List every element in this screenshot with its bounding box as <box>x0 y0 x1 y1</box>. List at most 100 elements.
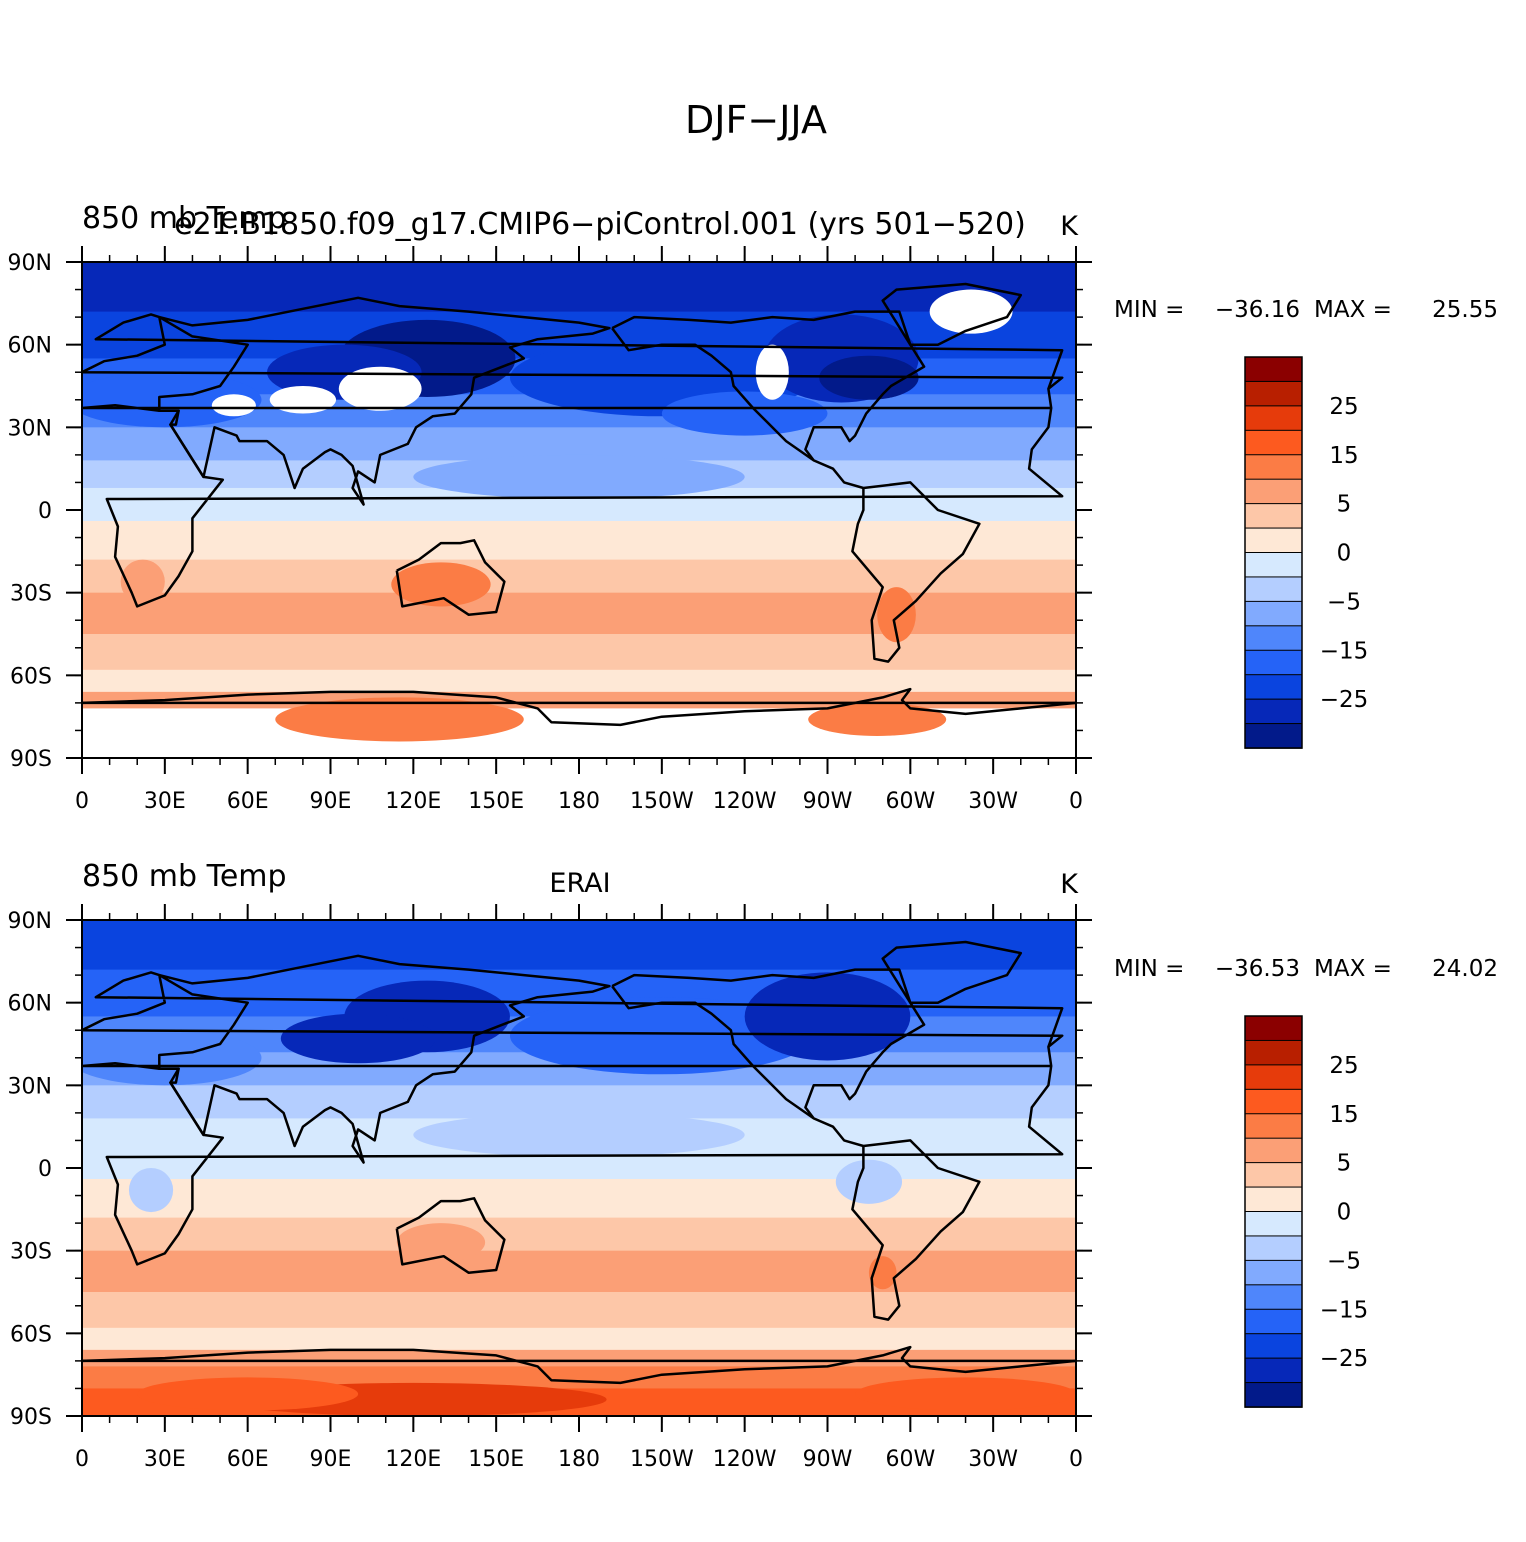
x-tick-label: 60E <box>227 789 269 814</box>
colorbar-bin <box>1244 1308 1303 1335</box>
colorbar-bin <box>1244 356 1303 383</box>
min-label: MIN = <box>1114 956 1184 982</box>
temperature-field <box>82 920 1076 1416</box>
anomaly-region <box>137 1377 359 1411</box>
panel-units-label: K <box>1060 211 1079 242</box>
anomaly-region <box>808 702 947 736</box>
coastline <box>395 539 506 616</box>
colorbar-frame <box>1244 1015 1303 1408</box>
colorbar-bin <box>1244 1382 1303 1408</box>
zonal-band <box>82 521 1076 561</box>
x-tick-label: 0 <box>1069 1447 1083 1472</box>
colorbar-label: 5 <box>1337 492 1352 518</box>
colorbar-bin <box>1244 478 1303 505</box>
y-tick-label: 0 <box>38 1157 52 1182</box>
coastline <box>82 687 1076 727</box>
panel-center-label: ERAI <box>549 868 610 899</box>
colorbar-bin <box>1244 1064 1303 1091</box>
colorbar-bin <box>1244 405 1303 432</box>
anomaly-region <box>744 972 911 1061</box>
x-tick-label: 30E <box>144 1447 186 1472</box>
colorbar-label: −25 <box>1320 687 1369 713</box>
y-tick-label: 60S <box>10 1322 52 1347</box>
panel-left-label: 850 mb Temp <box>82 201 287 236</box>
coastline <box>158 954 611 1164</box>
anomaly-region <box>391 562 491 607</box>
coastline <box>395 1197 506 1274</box>
x-tick-label: 0 <box>75 789 89 814</box>
x-tick-label: 90E <box>310 1447 352 1472</box>
zonal-band <box>82 262 1076 313</box>
colorbar-label: 25 <box>1329 394 1358 420</box>
y-tick-label: 60S <box>10 664 52 689</box>
colorbar-bin <box>1244 503 1303 529</box>
min-value: −36.53 <box>1215 956 1300 982</box>
x-tick-label: 150W <box>630 1447 694 1472</box>
anomaly-region <box>413 1112 745 1157</box>
anomaly-region <box>929 289 1013 334</box>
x-tick-label: 0 <box>1069 789 1083 814</box>
min-label: MIN = <box>1114 297 1184 323</box>
x-tick-label: 120W <box>713 789 777 814</box>
colorbar-bin <box>1244 1113 1303 1139</box>
y-tick-label: 0 <box>38 499 52 524</box>
anomaly-region <box>835 1159 903 1204</box>
colorbar-bin <box>1244 1284 1303 1311</box>
zonal-band <box>82 691 1076 709</box>
anomaly-region <box>269 386 337 414</box>
colorbar-bin <box>1244 1333 1303 1359</box>
zonal-band <box>82 1179 1076 1219</box>
y-tick-label: 30S <box>10 582 52 607</box>
zonal-band <box>82 920 1076 971</box>
colorbar-bin <box>1244 429 1303 456</box>
colorbar-bin <box>1244 380 1303 407</box>
colorbar-bin <box>1244 1259 1303 1286</box>
colorbar-bin <box>1244 454 1303 480</box>
y-tick-label: 60N <box>8 992 52 1017</box>
min-value: −36.16 <box>1215 297 1300 323</box>
colorbar-bin <box>1244 1186 1303 1213</box>
x-tick-label: 120W <box>713 1447 777 1472</box>
panel-left-label: 850 mb Temp <box>82 859 287 894</box>
x-tick-label: 150E <box>468 789 524 814</box>
colorbar-bin <box>1244 1162 1303 1188</box>
colorbar-label: 0 <box>1337 541 1352 567</box>
x-tick-label: 150E <box>468 1447 524 1472</box>
x-tick-label: 60W <box>885 1447 935 1472</box>
colorbar-label: −15 <box>1320 1297 1369 1323</box>
x-tick-label: 30E <box>144 789 186 814</box>
y-tick-label: 30N <box>8 416 52 441</box>
y-tick-label: 90N <box>8 909 52 934</box>
y-tick-label: 60N <box>8 334 52 359</box>
colorbar-bin <box>1244 625 1303 652</box>
x-tick-label: 90W <box>803 789 853 814</box>
x-tick-label: 90E <box>310 789 352 814</box>
x-tick-label: 30W <box>968 1447 1018 1472</box>
max-value: 25.55 <box>1432 297 1498 323</box>
anomaly-region <box>413 454 745 499</box>
max-value: 24.02 <box>1432 956 1498 982</box>
x-tick-label: 60W <box>885 789 935 814</box>
anomaly-region <box>211 394 256 417</box>
y-tick-label: 30S <box>10 1240 52 1265</box>
y-tick-label: 90S <box>10 1405 52 1430</box>
zonal-band <box>82 1217 1076 1252</box>
colorbar-bin <box>1244 674 1303 700</box>
coastline <box>158 296 611 506</box>
anomaly-region <box>509 997 814 1075</box>
zonal-band <box>82 634 1076 671</box>
colorbar-label: 15 <box>1329 443 1358 469</box>
max-label: MAX = <box>1314 297 1392 323</box>
x-tick-label: 90W <box>803 1447 853 1472</box>
colorbar-bin <box>1244 1088 1303 1115</box>
y-tick-label: 90N <box>8 251 52 276</box>
x-tick-label: 180 <box>558 789 600 814</box>
colorbar-bin <box>1244 600 1303 627</box>
y-tick-label: 30N <box>8 1074 52 1099</box>
colorbar-bin <box>1244 1357 1303 1384</box>
coastline <box>82 971 1064 1266</box>
colorbar-label: 25 <box>1329 1053 1358 1079</box>
x-tick-label: 120E <box>385 789 441 814</box>
zonal-band <box>82 669 1076 693</box>
